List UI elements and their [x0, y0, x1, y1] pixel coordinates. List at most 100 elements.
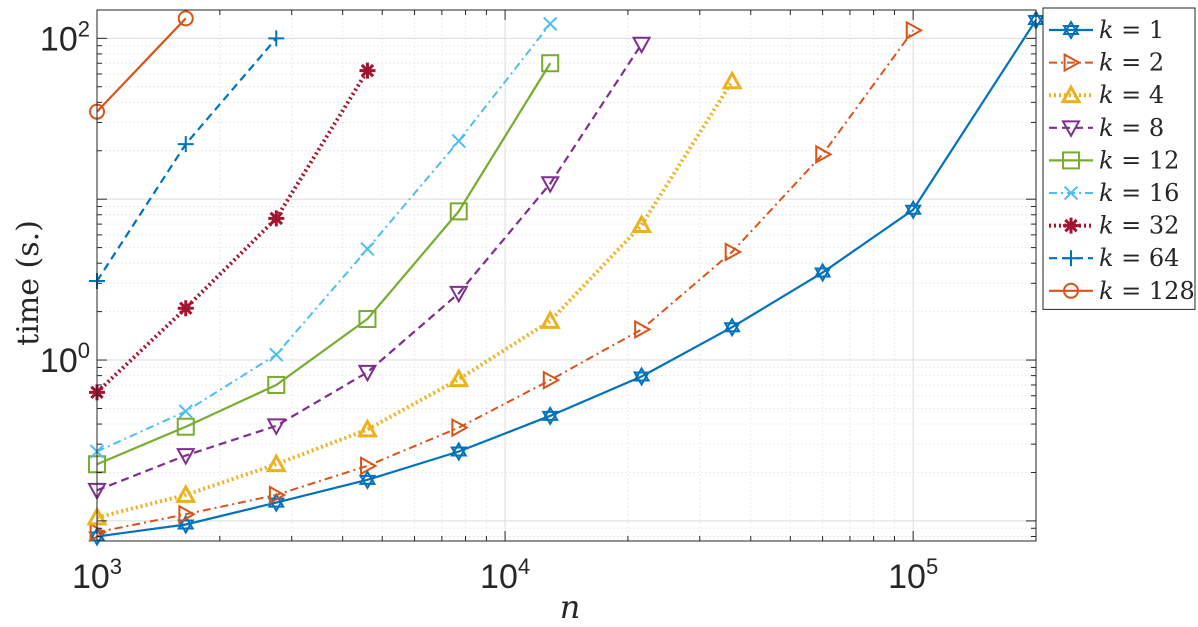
legend-item[interactable]: k = 128 — [1049, 277, 1195, 305]
series-k-8 — [87, 36, 652, 501]
data-point — [356, 418, 379, 438]
data-point — [724, 242, 743, 262]
x-tick-label: 103 — [72, 554, 122, 596]
legend-label: k = 1 — [1099, 16, 1164, 44]
data-point — [268, 485, 287, 505]
y-axis-label: time (s.) — [11, 220, 46, 346]
legend-label: k = 64 — [1099, 244, 1179, 272]
data-point — [542, 370, 561, 390]
legend-item[interactable]: k = 64 — [1049, 244, 1179, 272]
data-point — [815, 144, 833, 165]
data-point — [723, 317, 741, 338]
legend-label: k = 12 — [1099, 146, 1179, 174]
data-point — [268, 30, 285, 47]
data-point — [265, 453, 287, 473]
y-tick-label: 100 — [40, 338, 90, 380]
series-k-12 — [88, 54, 560, 474]
series-k-4 — [86, 70, 743, 526]
series-k-64 — [89, 30, 285, 290]
data-point — [631, 36, 652, 55]
data-point — [360, 241, 375, 257]
plot-lines — [86, 9, 1045, 547]
series-line — [96, 17, 187, 113]
data-point — [359, 62, 376, 79]
series-k-32 — [89, 62, 376, 401]
series-line — [95, 69, 370, 394]
series-line — [96, 43, 643, 492]
data-point — [539, 309, 561, 329]
data-point — [1062, 151, 1080, 170]
data-point — [267, 375, 286, 394]
series-line — [96, 37, 278, 282]
data-point — [448, 368, 470, 388]
legend-label: k = 128 — [1099, 277, 1195, 305]
legend-label: k = 16 — [1099, 179, 1179, 207]
legend-item[interactable]: k = 2 — [1049, 49, 1164, 77]
data-point — [177, 10, 194, 27]
data-point — [905, 20, 924, 41]
data-point — [1063, 282, 1079, 299]
data-point — [813, 262, 832, 283]
data-point — [176, 417, 195, 436]
x-tick-label: 105 — [888, 554, 938, 596]
data-point — [450, 441, 468, 462]
legend-label: k = 2 — [1099, 49, 1164, 77]
data-point — [1063, 250, 1079, 267]
data-point — [449, 202, 468, 221]
series-k-2 — [89, 20, 924, 542]
legend-item[interactable]: k = 8 — [1049, 114, 1164, 142]
legend-item[interactable]: k = 4 — [1049, 81, 1164, 109]
legend-label: k = 4 — [1099, 81, 1164, 109]
x-axis-label: n — [560, 588, 581, 626]
data-point — [631, 214, 653, 234]
data-point — [721, 70, 743, 90]
data-point — [178, 404, 193, 419]
legend-item[interactable]: k = 16 — [1049, 179, 1179, 207]
series-line — [96, 80, 734, 520]
legend-item[interactable]: k = 1 — [1049, 16, 1164, 44]
data-point — [449, 285, 469, 304]
data-point — [177, 300, 194, 317]
data-point — [541, 54, 560, 73]
legend-label: k = 32 — [1099, 212, 1179, 240]
grid — [96, 10, 1037, 541]
y-tick-label: 102 — [40, 16, 90, 58]
data-point — [266, 418, 286, 436]
legend-item[interactable]: k = 12 — [1049, 146, 1179, 174]
data-point — [1063, 52, 1082, 73]
data-point — [268, 210, 285, 227]
data-point — [632, 366, 651, 387]
series-line — [96, 62, 552, 466]
data-point — [543, 16, 558, 31]
data-point — [178, 504, 196, 524]
data-point — [357, 364, 378, 383]
data-point — [1061, 120, 1081, 138]
data-point — [176, 448, 196, 466]
data-point — [177, 514, 195, 535]
series-k-1 — [88, 9, 1045, 547]
legend[interactable]: k = 1 k = 2 k = 4 k = 8 k = 12 k = 16 k = 32 k … — [1042, 7, 1196, 310]
data-point — [360, 456, 378, 476]
y-axis-ticks: 100 102 — [40, 16, 1036, 537]
data-point — [177, 136, 194, 153]
data-point — [175, 483, 197, 503]
legend-label: k = 8 — [1099, 114, 1164, 142]
plot-area-frame — [96, 9, 1037, 542]
x-axis-ticks: 103 104 105 — [72, 10, 1037, 596]
data-point — [1062, 20, 1080, 40]
data-point — [1063, 185, 1079, 201]
data-point — [358, 309, 377, 328]
data-point — [451, 133, 466, 149]
x-tick-label: 104 — [480, 554, 530, 596]
data-point — [269, 347, 284, 362]
series-line — [96, 19, 1037, 538]
data-point — [1063, 217, 1079, 234]
series-line — [96, 23, 551, 453]
data-point — [451, 417, 469, 438]
legend-item[interactable]: k = 32 — [1049, 212, 1179, 240]
data-point — [358, 469, 377, 490]
data-point — [634, 319, 652, 340]
data-point — [1060, 84, 1082, 104]
data-point — [540, 176, 560, 194]
